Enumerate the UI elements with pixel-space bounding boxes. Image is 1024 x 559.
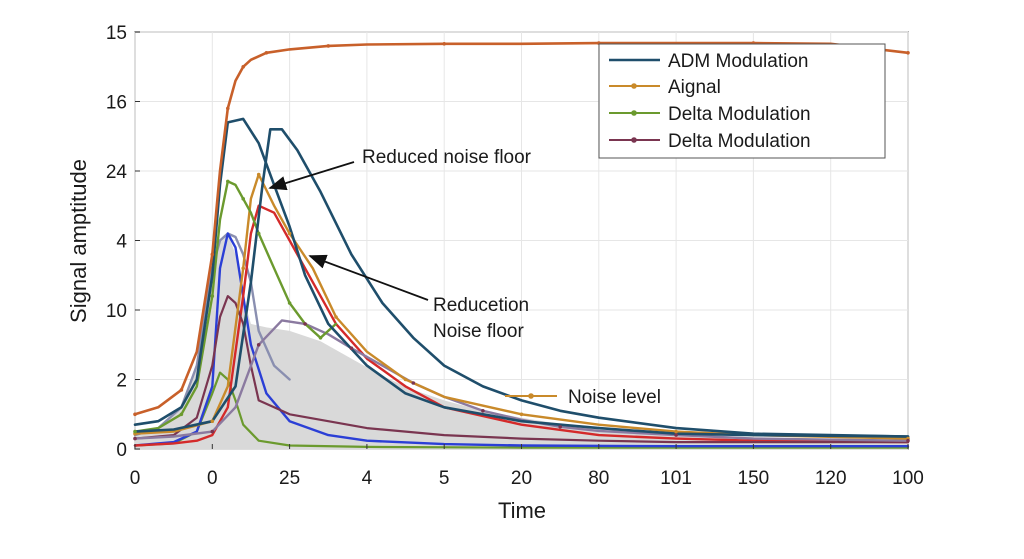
legend-marker-delta-modulation-purple [631,137,637,143]
x-tick-label: 120 [815,468,847,489]
legend-marker-delta-modulation-green [631,110,637,116]
data-point [210,429,215,434]
data-point [519,412,524,417]
data-point [241,266,245,271]
data-point [674,433,678,437]
series-adm-modulation-2 [133,128,910,438]
data-point [287,231,292,236]
x-tick-label: 0 [207,468,218,489]
annotation-arrow-reducetion [308,254,429,301]
data-point [264,51,269,55]
data-point [318,336,323,340]
annotation-reducetion-line2: Noise floor [433,321,524,342]
y-tick-label: 16 [106,93,127,114]
annotation-reduced-noise-floor: Reduced noise floor [362,147,532,168]
legend-box [598,43,886,159]
data-point [210,419,215,424]
data-point [326,44,331,48]
data-point [256,343,261,347]
x-tick-label: 80 [588,468,609,489]
data-point [558,425,562,429]
noise-level-marker [528,393,534,399]
y-tick-label: 15 [106,23,127,44]
x-tick-label: 5 [439,468,450,489]
y-axis-title: Signal amptitude [66,159,91,323]
data-point [133,412,137,417]
data-point [349,346,354,351]
legend: ADM Modulation Aignal Delta Modulation D… [598,43,886,159]
series-gray-fill-area [135,233,908,449]
data-point [241,197,245,201]
data-point [133,429,137,434]
data-point [411,381,416,385]
x-tick-label: 25 [279,468,300,489]
data-point [674,429,678,434]
x-tick-label: 150 [738,468,770,489]
legend-marker-aignal [631,83,637,89]
data-point [210,252,215,257]
annotation-noise-level: Noise level [568,387,661,408]
legend-label-adm-modulation: ADM Modulation [668,51,808,72]
data-point [287,301,292,305]
y-tick-label: 24 [106,162,128,183]
x-tick-label: 100 [892,468,924,489]
x-tick-label: 4 [362,468,373,489]
y-tick-label: 0 [116,440,127,461]
data-point [334,315,338,319]
data-point [179,412,184,417]
y-tick-label: 4 [116,232,127,253]
data-point [210,294,215,298]
y-tick-label: 2 [116,371,127,392]
data-point [906,438,910,443]
data-point [403,377,408,382]
y-tick-label: 10 [106,301,127,322]
data-point [906,51,910,55]
x-axis-title: Time [498,498,546,523]
series-adm-modulation-1 [133,117,910,438]
legend-label-aignal: Aignal [668,77,721,98]
data-point [241,65,245,69]
series-blue [133,232,910,448]
data-point [256,231,261,236]
data-point [226,106,230,111]
annotation-reducetion-line1: Reducetion [433,295,529,316]
data-point [256,172,261,177]
data-point [442,42,447,46]
x-tick-label: 20 [511,468,532,489]
series-delta-modulation-purple [133,319,910,442]
data-point [481,409,485,413]
data-point [303,322,307,326]
annotation-arrow-reduced-noise-floor [268,161,355,191]
legend-label-delta-modulation-purple: Delta Modulation [668,131,811,152]
data-point [226,179,230,184]
series-delta-modulation-green [133,180,338,433]
data-point [133,436,137,441]
x-tick-label: 0 [130,468,141,489]
data-point [179,388,184,392]
legend-label-delta-modulation-green: Delta Modulation [668,104,811,125]
annotations: Reduced noise floor Reducetion Noise flo… [268,147,661,408]
series-delta-modulation-purple-early [133,295,910,444]
x-tick-label: 101 [660,468,692,489]
